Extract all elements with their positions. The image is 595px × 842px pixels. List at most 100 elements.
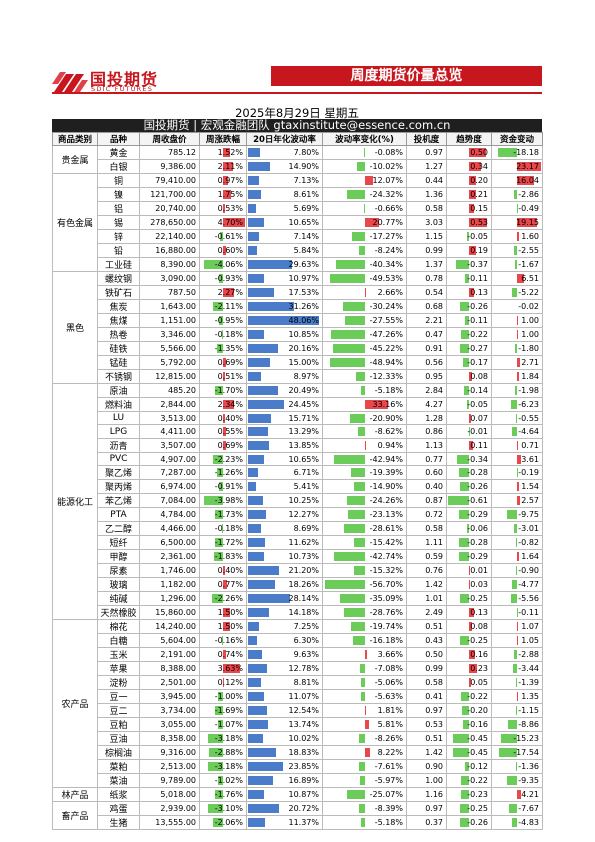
cell-value: 0.43 [425,635,443,645]
cell-value: 0.13 [470,607,488,617]
bar-cell: 7.13% [246,173,323,188]
cell-value: 0.71 [521,440,539,450]
value-bar [248,775,274,785]
value-cell: 485.20 [139,383,200,398]
value-cell: 3,945.00 [139,688,200,704]
value-bar [218,775,223,785]
cell-value: 0.97 [425,148,443,157]
value-bar [345,316,365,325]
cell-value: -1.80 [518,344,539,353]
cell-value: -0.25 [467,593,488,603]
table-row: 生猪 13,555.00 -2.06% 11.37% -5.18% 0.37 -0.26 -4… [53,814,543,830]
table-row: 尿素 1,746.00 0.40% 21.20% -15.32% 0.76 0.01 -0.9… [53,562,543,578]
value-bar [223,677,224,687]
table-row: 热卷 3,346.00 -0.18% 10.85% -47.26% 0.47 -0.22 1.… [53,327,543,342]
value-bar [218,482,223,492]
value-bar [329,274,365,283]
cell-value: 0.77% [217,579,243,589]
cell-value: 14,240.00 [155,621,196,631]
product-name: 棕榈油 [97,744,140,760]
bar-cell: 18.83% [246,744,323,760]
product-name: 锡 [97,215,140,230]
value-bar [248,482,257,492]
cell-value: 8.69% [293,523,319,533]
cell-value: -0.22 [467,691,488,701]
cell-value: -1.36 [518,761,539,771]
value-bar [352,232,365,241]
table-row: 菜粕 2,513.00 -3.18% 23.85% -7.61% 0.90 -0.12 -1.… [53,758,543,774]
value-cell: 0.50 [406,646,447,662]
value-bar [458,551,469,561]
value-bar [248,190,261,199]
bar-cell: -0.27 [446,341,492,356]
cell-value: -0.18% [214,330,243,339]
cell-value: 11.37% [288,817,319,827]
cell-value: -1.07% [214,719,243,729]
cell-value: -2.06% [214,817,243,827]
value-bar [248,691,265,701]
value-bar [353,635,365,645]
value-cell: 4.27 [406,397,447,412]
bar-cell: 12.07% [322,173,407,188]
value-bar [334,454,365,464]
value-bar [516,537,517,547]
cell-value: 15,860.00 [155,607,196,617]
cell-value: 铜 [113,177,123,187]
product-name: 豆二 [97,702,140,718]
cell-value: -19.39% [369,468,403,478]
product-name: 工业硅 [97,257,140,272]
cell-value: 6.71% [293,468,319,478]
cell-value: -0.05 [467,232,488,241]
cell-value: 1.15 [425,232,443,241]
cell-value: 11.07% [288,691,319,701]
table-row: 甲醇 2,361.00 -1.83% 10.73% -42.74% 0.59 -0.29 1.… [53,548,543,564]
value-bar [460,302,469,311]
product-name: 菜油 [97,772,140,788]
bar-cell: -3.44 [491,660,543,676]
cell-value: 0.51% [217,372,243,381]
cell-value: 1.28 [425,413,443,423]
product-name: 热卷 [97,327,140,342]
cell-value: 2.57 [521,496,539,506]
cell-value: 4.70% [217,218,243,227]
value-bar [517,440,518,450]
value-bar [458,510,469,520]
cell-value: 48.06% [288,316,319,325]
value-bar [248,579,276,589]
value-cell: 0.76 [406,562,447,578]
value-bar [358,803,365,813]
value-cell: 7,084.00 [139,493,200,509]
value-cell: 1.27 [406,159,447,174]
bar-cell: -19.39% [322,465,407,481]
cell-value: 10.73% [288,551,319,561]
cell-value: 2.84 [425,386,443,395]
value-bar [343,302,365,311]
table-row: 不锈钢 12,815.00 0.51% 8.97% -12.33% 0.95 0.08 1.8… [53,369,543,384]
cell-value: 4.27 [425,400,443,409]
value-bar [507,775,517,785]
bar-cell: -48.94% [322,355,407,370]
cell-value: -7.61% [374,761,403,771]
cell-value: 8.97% [293,372,319,381]
cell-value: 0.95 [425,372,443,381]
value-bar [222,635,223,645]
table-row: 农产品 棉花 14,240.00 1.50% 7.25% -19.74% 0.51 0.08 1… [52,618,543,788]
value-bar [469,162,481,171]
table-row: 焦煤 1,151.00 -0.95% 48.06% -27.55% 2.21 -0.11 1.… [53,313,543,328]
cell-value: 豆油 [109,734,128,745]
bar-cell: -0.19 [491,465,543,481]
value-bar [223,565,225,575]
cell-value: 8.61% [293,190,319,199]
cell-value: -14.90% [369,482,403,492]
cell-value: -0.95% [214,316,243,325]
report-date: 2025年8月29日 星期五 [235,106,359,120]
cell-value: 14.18% [288,607,319,617]
value-bar [469,190,477,199]
value-bar [469,204,475,213]
value-bar [460,482,469,492]
bar-cell: 1.64 [491,548,543,564]
bar-cell: 31.26% [246,299,323,314]
bar-cell: 8.81% [246,674,323,690]
bar-cell: 11.07% [246,688,323,704]
bar-cell: -30.24% [322,299,407,314]
